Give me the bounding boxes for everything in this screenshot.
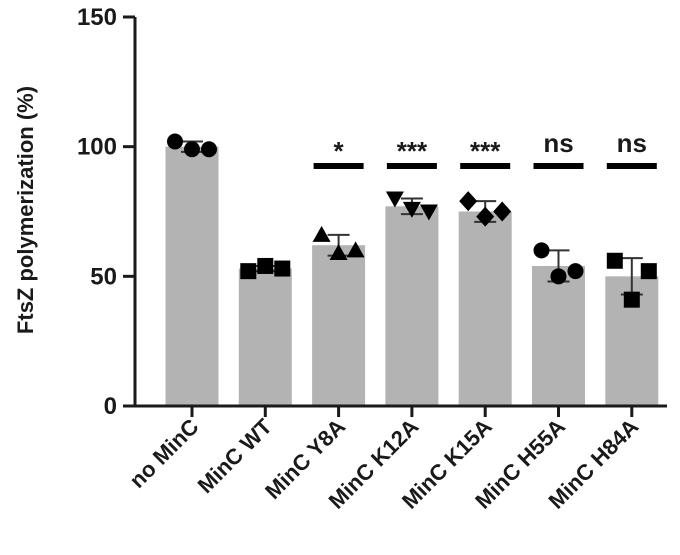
data-point-diamond [493, 201, 512, 222]
significance-annotations: * *** *** ns ns [313, 128, 657, 169]
significance-label: *** [470, 136, 501, 166]
significance-label: ns [617, 128, 647, 158]
y-tick-label: 100 [77, 134, 117, 161]
data-point-diamond [476, 206, 495, 227]
x-tick-label: no MinC [125, 414, 204, 493]
data-point-circle [201, 141, 217, 158]
data-point-triangle-up [312, 225, 331, 242]
data-point-circle [167, 133, 183, 150]
data-point-square [274, 260, 291, 277]
significance-label: ns [543, 128, 573, 158]
data-point-square [640, 263, 657, 280]
bar [165, 146, 219, 406]
bars [165, 146, 659, 406]
data-point-square [240, 263, 257, 280]
bar [312, 245, 366, 406]
data-point-triangle-down [419, 204, 438, 221]
bar [385, 206, 439, 406]
bar [458, 211, 512, 406]
data-point-triangle-down [385, 191, 404, 208]
data-point-circle [550, 268, 567, 285]
data-point-circle [533, 242, 550, 259]
data-point-circle [184, 141, 200, 158]
bar [532, 265, 585, 406]
data-point-triangle-down [402, 201, 421, 218]
y-tick-label: 50 [90, 263, 117, 290]
axes [133, 17, 667, 408]
data-point-diamond [459, 191, 478, 212]
data-point-square [257, 257, 274, 274]
data-point-triangle-up [346, 241, 365, 258]
y-tick-label: 150 [77, 4, 117, 31]
y-tick-label: 0 [104, 393, 117, 420]
y-axis-title: FtsZ polymerization (%) [13, 86, 38, 334]
bar [238, 268, 292, 406]
significance-label: *** [397, 136, 428, 166]
data-point-square [606, 252, 623, 269]
y-ticks: 0 50 100 150 [77, 4, 135, 420]
data-points [167, 133, 657, 308]
data-point-square [623, 291, 640, 308]
data-point-triangle-up [329, 243, 348, 260]
significance-label: * [334, 136, 345, 166]
data-point-circle [567, 263, 584, 280]
